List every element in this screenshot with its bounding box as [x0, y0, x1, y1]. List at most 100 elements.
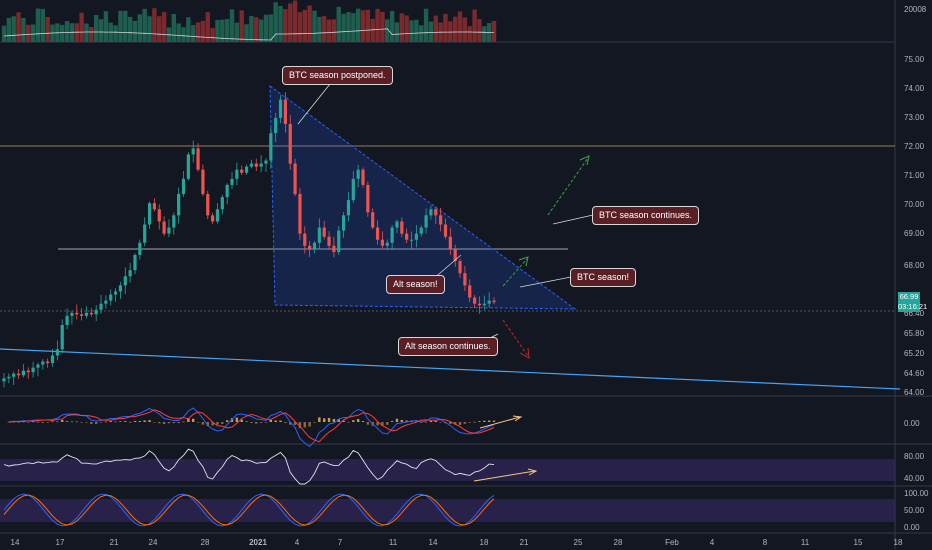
annotation-alt-season[interactable]: Alt season! — [386, 275, 445, 294]
time-axis[interactable]: 14 17 21 24 28 2021 4 7 11 14 18 21 25 2… — [11, 538, 903, 547]
volume-bar — [462, 17, 468, 42]
macd-histogram-bar — [274, 420, 277, 422]
time-tick: 25 — [574, 538, 583, 547]
volume-bar — [35, 8, 41, 43]
macd-histogram-bar — [376, 422, 379, 426]
volume-bar — [132, 20, 138, 42]
macd-histogram-bar — [245, 421, 248, 423]
candle-body — [50, 355, 55, 364]
candle-body — [298, 194, 302, 234]
macd-histogram-bar — [289, 422, 292, 425]
rsi-tick: 80.00 — [904, 452, 925, 461]
volume-bar — [399, 13, 405, 42]
candle-body — [89, 312, 93, 315]
macd-histogram-bar — [61, 419, 64, 422]
volume-bar — [205, 12, 210, 42]
volume-bar — [84, 23, 89, 42]
macd-histogram-bar — [225, 420, 229, 422]
macd-histogram-bar — [235, 417, 239, 422]
volume-bar — [448, 21, 453, 42]
macd-histogram-bar — [473, 421, 476, 423]
macd-histogram-bar — [424, 422, 428, 423]
macd-histogram-bar — [361, 421, 365, 422]
volume-bar — [191, 25, 196, 42]
annotation-btc-season[interactable]: BTC season! — [570, 268, 637, 287]
volume-bar — [171, 14, 177, 42]
time-tick: 11 — [389, 538, 398, 547]
candle-body — [128, 270, 132, 277]
candle-body — [283, 99, 287, 124]
descending-triangle[interactable] — [269, 84, 577, 310]
volume-bar — [98, 19, 104, 42]
price-tick: 65.80 — [904, 329, 925, 338]
price-tick: 74.00 — [904, 84, 925, 93]
candle-body — [230, 178, 234, 185]
volume-bar — [176, 23, 181, 42]
candle-body — [439, 215, 443, 225]
annotation-btc-postponed[interactable]: BTC season postponed. — [282, 66, 393, 85]
candle-body — [482, 303, 486, 306]
candle-body — [342, 215, 346, 231]
candle-body — [327, 236, 331, 246]
candle-body — [288, 124, 292, 164]
volume-bar — [317, 16, 322, 42]
annotation-alt-continues[interactable]: Alt season continues. — [398, 337, 498, 356]
macd-histogram-bar — [192, 418, 195, 422]
candle-body — [244, 166, 249, 173]
candle-body — [94, 309, 98, 315]
long-trend-line[interactable] — [0, 348, 901, 390]
macd-histogram-bar — [483, 420, 486, 422]
volume-bar — [370, 18, 375, 42]
macd-histogram-bar — [395, 418, 399, 422]
time-tick: 21 — [110, 538, 119, 547]
macd-histogram-bar — [352, 420, 355, 422]
candle-body — [75, 312, 79, 315]
volume-bar — [409, 20, 414, 42]
volume-bar — [404, 15, 409, 42]
macd-histogram-bar — [400, 419, 404, 422]
price-tick: 71.00 — [904, 171, 925, 180]
candle-body — [443, 224, 448, 237]
annotation-btc-continues[interactable]: BTC season continues. — [592, 206, 700, 225]
candle-body — [99, 303, 103, 310]
macd-histogram-bar — [27, 422, 30, 423]
candle-body — [278, 99, 283, 118]
macd-histogram-bar — [158, 422, 161, 424]
candle-body — [118, 285, 123, 292]
macd-histogram-bar — [182, 421, 185, 423]
candle-body — [16, 373, 21, 376]
candle-body — [385, 242, 389, 246]
candle-body — [186, 154, 190, 179]
candle-body — [371, 212, 375, 228]
stoch-tick: 100.00 — [904, 489, 929, 498]
price-axis[interactable]: 20008 75.00 74.00 73.00 72.00 71.00 70.0… — [904, 5, 929, 532]
volume-bar — [365, 9, 371, 42]
candle-body — [138, 242, 142, 255]
candle-body — [104, 300, 108, 304]
candle-body — [225, 184, 229, 198]
candle-body — [177, 194, 181, 216]
macd-histogram-bar — [468, 422, 471, 423]
candlesticks — [2, 92, 496, 388]
macd-histogram-bar — [366, 422, 370, 425]
volume-bar — [60, 24, 65, 42]
macd-histogram-bar — [405, 420, 408, 422]
macd-histogram-bar — [119, 421, 122, 422]
volume-bar — [482, 26, 487, 42]
rsi-line — [3, 448, 495, 485]
stoch-pane — [3, 493, 495, 527]
candle-body — [259, 163, 263, 167]
macd-histogram-bar — [46, 422, 49, 423]
candle-body — [269, 133, 273, 161]
macd-histogram-bar — [177, 422, 180, 424]
volume-bar — [21, 18, 26, 42]
volume-bar — [26, 24, 31, 42]
macd-histogram-bar — [269, 420, 273, 422]
candle-body — [2, 378, 6, 382]
candle-body — [458, 261, 462, 274]
volume-bar — [263, 14, 269, 42]
volume-bar — [103, 11, 109, 42]
macd-histogram-bar — [90, 422, 93, 425]
macd-histogram-bar — [284, 422, 287, 424]
